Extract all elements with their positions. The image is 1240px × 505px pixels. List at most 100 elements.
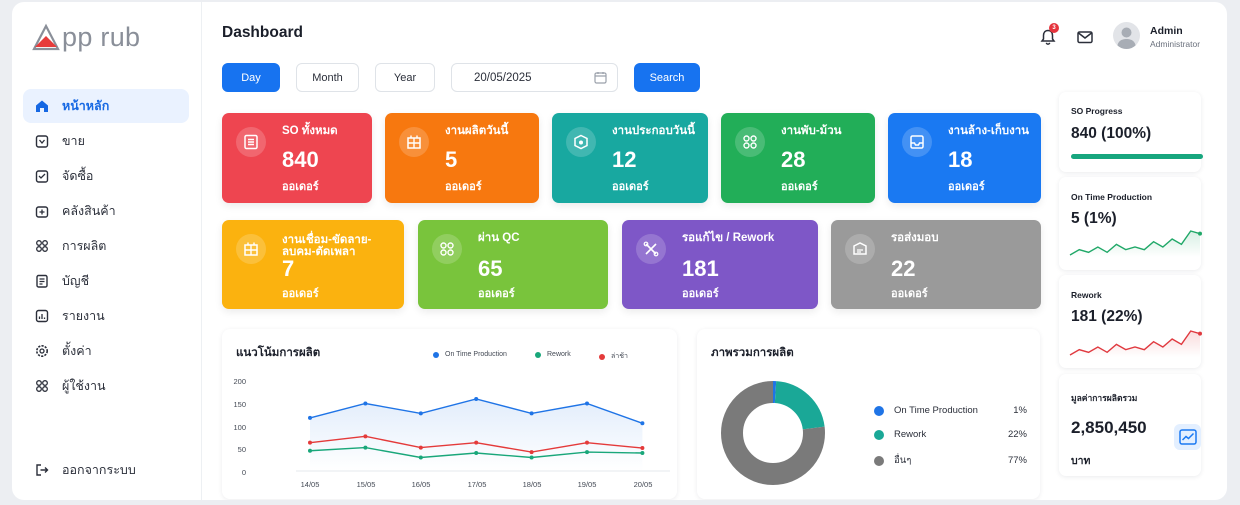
sidebar-item-report[interactable]: รายงาน: [23, 299, 189, 333]
sidebar-item-users[interactable]: ผู้ใช้งาน: [23, 369, 189, 403]
legend-dot: [874, 429, 884, 440]
data-point: [529, 411, 534, 416]
legend-dot: [874, 405, 884, 416]
stat-card-fold-roll[interactable]: งานพับ-ม้วน 28 ออเดอร์: [721, 113, 875, 203]
x-tick-label: 18/05: [522, 480, 542, 489]
donut-legend-item: Rework 22%: [874, 429, 1027, 440]
sidebar-item-warehouse[interactable]: คลังสินค้า: [23, 194, 189, 228]
stat-card-rework[interactable]: รอแก้ไข / Rework 181 ออเดอร์: [622, 220, 818, 309]
calendar-icon[interactable]: [594, 71, 607, 84]
date-field[interactable]: 20/05/2025: [451, 63, 618, 92]
stat-label-line: ลบคม-ตัดเพลา: [282, 246, 356, 258]
stat-card-production-today[interactable]: งานผลิตวันนี้ 5 ออเดอร์: [385, 113, 539, 203]
x-tick-label: 17/05: [467, 480, 487, 489]
stat-value: 7: [282, 256, 295, 281]
stat-card-assembly-today[interactable]: งานประกอบวันนี้ 12 ออเดอร์: [552, 113, 708, 203]
legend-label: Rework: [894, 429, 927, 440]
stat-card-qc-passed[interactable]: ผ่าน QC 65 ออเดอร์: [418, 220, 608, 309]
search-button[interactable]: Search: [634, 63, 700, 92]
stat-unit: ออเดอร์: [781, 181, 818, 193]
home-icon: [35, 99, 49, 113]
overview-chart-panel: ภาพรวมการผลิต On Time Production 1% Rewor…: [697, 329, 1040, 499]
sparkline-area: [1070, 231, 1200, 257]
logo[interactable]: pp rub: [32, 20, 140, 54]
sidebar-item-home[interactable]: หน้าหลัก: [23, 89, 189, 123]
stat-label: ผ่าน QC: [478, 232, 520, 244]
sparkline-end-point: [1198, 231, 1202, 236]
card-value: 5 (1%): [1071, 210, 1117, 227]
legend-item: Rework: [535, 351, 571, 358]
y-tick-label: 200: [233, 377, 246, 386]
stat-card-wash-store[interactable]: งานล้าง-เก็บงาน 18 ออเดอร์: [888, 113, 1041, 203]
x-tick-label: 20/05: [633, 480, 653, 489]
rework-card[interactable]: Rework 181 (22%): [1059, 275, 1202, 368]
factory-icon: [236, 234, 266, 264]
sidebar-item-sales[interactable]: ขาย: [23, 124, 189, 158]
sidebar-item-accounting[interactable]: บัญชี: [23, 264, 189, 298]
data-point: [418, 445, 423, 450]
x-tick-label: 14/05: [300, 480, 320, 489]
sales-icon: [35, 134, 49, 148]
gears-icon: [735, 127, 765, 157]
logout-button[interactable]: ออกจากระบบ: [35, 460, 136, 480]
sidebar-item-settings[interactable]: ตั้งค่า: [23, 334, 189, 368]
legend-dot: [599, 353, 605, 360]
total-value-card[interactable]: มูลค่าการผลิตรวม 2,850,450 บาท: [1059, 374, 1201, 476]
sidebar-nav: หน้าหลัก ขาย จัดซื้อ คลังสินค้า การผลิต …: [23, 89, 189, 404]
sidebar-item-purchase[interactable]: จัดซื้อ: [23, 159, 189, 193]
stat-label: งานผลิตวันนี้: [445, 125, 509, 137]
accounting-icon: [35, 274, 49, 288]
warehouse-icon: [35, 204, 49, 218]
stat-value: 65: [478, 256, 503, 281]
month-button[interactable]: Month: [296, 63, 359, 92]
stat-unit: ออเดอร์: [682, 288, 719, 300]
avatar[interactable]: [1113, 22, 1140, 49]
data-point: [418, 411, 423, 416]
stat-value: 22: [891, 256, 916, 281]
factory-icon: [399, 127, 429, 157]
so-progress-card[interactable]: SO Progress 840 (100%): [1059, 92, 1203, 172]
stat-value: 18: [948, 147, 973, 172]
stat-card-awaiting-delivery[interactable]: รอส่งมอบ 22 ออเดอร์: [831, 220, 1041, 309]
on-time-card[interactable]: On Time Production 5 (1%): [1059, 177, 1202, 270]
legend-item: On Time Production: [433, 351, 507, 358]
stat-label: งานเชื่อม-ขัดลาย- ลบคม-ตัดเพลา: [282, 234, 371, 258]
y-tick-label: 150: [233, 400, 246, 409]
trend-chart-icon: [1178, 429, 1197, 445]
stat-card-welding[interactable]: งานเชื่อม-ขัดลาย- ลบคม-ตัดเพลา 7 ออเดอร์: [222, 220, 404, 309]
sidebar-item-label: การผลิต: [62, 239, 107, 253]
card-title: SO Progress: [1071, 106, 1123, 116]
stat-unit: ออเดอร์: [891, 288, 928, 300]
day-button[interactable]: Day: [222, 63, 280, 92]
stat-label: งานประกอบวันนี้: [612, 125, 695, 137]
legend-percent: 22%: [1007, 429, 1027, 440]
data-point: [640, 446, 645, 451]
stat-label: รอส่งมอบ: [891, 232, 939, 244]
mail-icon[interactable]: [1076, 28, 1094, 46]
y-tick-label: 50: [237, 445, 246, 454]
data-point: [308, 448, 312, 453]
year-button[interactable]: Year: [375, 63, 435, 92]
data-point: [363, 401, 368, 406]
legend-percent: 77%: [1007, 455, 1027, 466]
stat-value: 12: [612, 147, 637, 172]
sparkline-line: [1069, 330, 1201, 356]
card-value: 181 (22%): [1071, 308, 1143, 325]
data-point: [474, 397, 479, 401]
report-icon: [35, 309, 49, 323]
purchase-icon: [35, 169, 49, 183]
user-avatar-icon: [1117, 27, 1136, 49]
data-point: [474, 451, 479, 455]
x-tick-label: 15/05: [356, 480, 376, 489]
data-point: [363, 445, 368, 450]
stat-label: งานพับ-ม้วน: [781, 125, 842, 137]
notification-badge: 3: [1049, 23, 1059, 33]
stat-label: งานล้าง-เก็บงาน: [948, 125, 1030, 137]
sidebar-item-production[interactable]: การผลิต: [23, 229, 189, 263]
stat-unit: ออเดอร์: [612, 181, 649, 193]
data-point: [529, 450, 534, 455]
app-window: pp rub หน้าหลัก ขาย จัดซื้อ คลังสินค้า ก…: [12, 2, 1227, 500]
sidebar-item-label: ขาย: [62, 134, 85, 148]
stat-card-so-total[interactable]: SO ทั้งหมด 840 ออเดอร์: [222, 113, 372, 203]
logo-text: pp rub: [62, 21, 141, 52]
